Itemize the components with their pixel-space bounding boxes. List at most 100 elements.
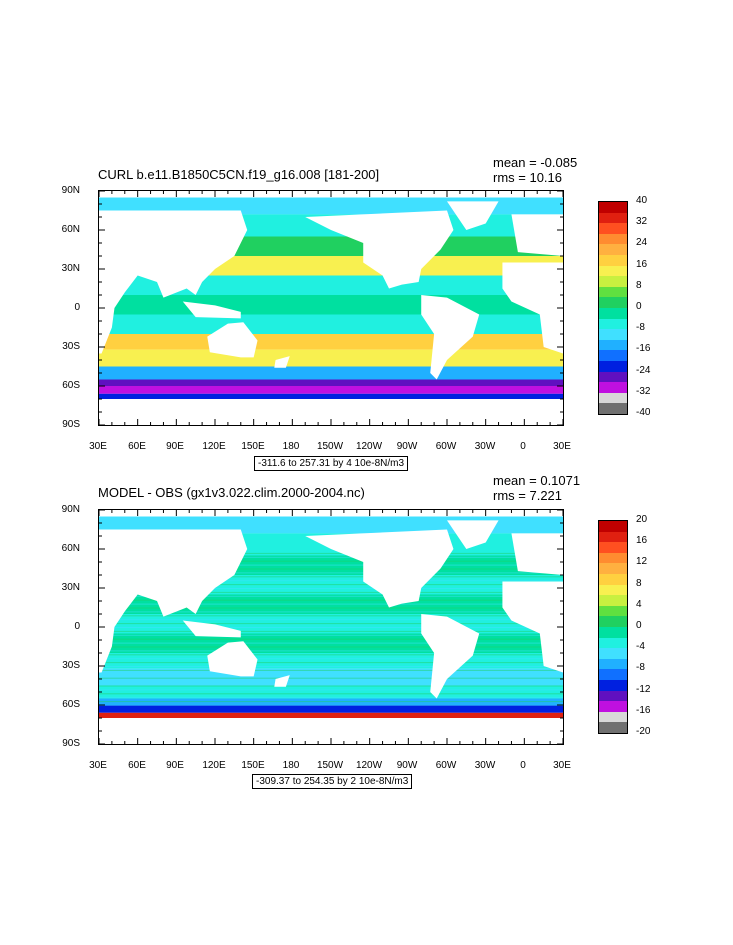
lon-label: 150W [316, 760, 344, 771]
ocean-field-stripe [99, 599, 563, 601]
ocean-field-stripe [99, 568, 563, 570]
landmass [99, 210, 248, 354]
lat-label: 30N [61, 582, 80, 593]
ocean-field-band [99, 366, 563, 380]
ocean-field-stripe [99, 658, 563, 660]
ocean-field-band [99, 516, 563, 534]
landmass [182, 301, 241, 319]
ocean-field-band [99, 386, 563, 394]
ocean-field-stripe [99, 615, 563, 617]
ocean-field-stripe [99, 595, 563, 597]
lon-label: 30W [474, 441, 496, 452]
ocean-field-stripe [99, 564, 563, 566]
colorbar-label: -24 [636, 364, 651, 376]
colorbar-label: -8 [636, 662, 645, 674]
lat-label: 60N [61, 224, 80, 235]
ocean-field-stripe [99, 689, 563, 691]
colorbar-label: 0 [636, 301, 642, 312]
colorbar-swatch [599, 392, 627, 404]
landmass [182, 620, 241, 638]
lat-label: 90S [62, 419, 80, 430]
ocean-field-stripe [99, 607, 563, 609]
colorbar-swatch [599, 223, 627, 235]
ocean-field-stripe [99, 662, 563, 664]
mean-value: mean = 0.1071 [493, 473, 581, 488]
axis-ticks [99, 191, 563, 425]
map-title: CURL b.e11.B1850C5CN.f19_g16.008 [181-20… [98, 167, 380, 182]
colorbar-swatch [599, 595, 627, 607]
ocean-field-stripe [99, 627, 563, 628]
ocean-field-stripe [99, 705, 563, 706]
ocean-field-stripe [99, 580, 563, 582]
colorbar-swatch [599, 361, 627, 373]
lon-label: 30E [89, 760, 107, 771]
colorbar-swatch [599, 701, 627, 713]
ocean-curl-map [98, 190, 564, 426]
ocean-field-band [99, 393, 563, 399]
ocean-field-stripe [99, 697, 563, 699]
colorbar-swatch [599, 233, 627, 245]
colorbar-swatch [599, 276, 627, 288]
colorbar-swatch [599, 637, 627, 649]
colorbar-swatch [599, 531, 627, 543]
colorbar-swatch [599, 722, 627, 734]
ocean-field-stripe [99, 630, 563, 632]
colorbar-swatch [599, 318, 627, 330]
ocean-field-band [99, 379, 563, 386]
colorbar-label: -32 [636, 385, 651, 397]
colorbar-label: 8 [636, 279, 642, 291]
ocean-field-band [99, 705, 563, 713]
lat-label: 30N [61, 263, 80, 274]
landmass [502, 262, 563, 354]
ocean-field-stripe [99, 556, 563, 558]
ocean-field-band [99, 275, 563, 295]
colorbar-swatch [599, 255, 627, 267]
lon-label: 180 [282, 760, 300, 771]
landmass [207, 641, 258, 677]
lat-label: 30S [62, 341, 80, 352]
color-legend [598, 520, 628, 734]
lon-label: 120W [355, 760, 383, 771]
lon-label: 30W [474, 760, 496, 771]
colorbar-swatch [599, 669, 627, 681]
color-legend [598, 201, 628, 415]
ocean-field-band [99, 712, 563, 718]
colorbar-label: -20 [636, 726, 651, 737]
lon-label: 60E [128, 760, 146, 771]
ocean-field-stripe [99, 650, 563, 652]
lat-label: 90N [61, 185, 80, 196]
colorbar-swatch [599, 339, 627, 351]
colorbar-swatch [599, 605, 627, 617]
landmass [511, 214, 563, 256]
landmass [421, 614, 480, 699]
colorbar-swatch [599, 286, 627, 298]
ocean-field-stripe [99, 588, 563, 589]
colorbar-swatch [599, 711, 627, 723]
lat-label: 0 [74, 302, 80, 313]
colorbar-label: 24 [636, 237, 648, 249]
lon-label: 90E [166, 760, 184, 771]
lat-label: 90S [62, 738, 80, 749]
colorbar-label: 16 [636, 535, 648, 547]
ocean-field-stripe [99, 591, 563, 593]
colorbar-label: 8 [636, 577, 642, 589]
lon-label: 120E [202, 441, 226, 452]
mean-value: mean = -0.085 [493, 155, 578, 170]
contour-range-label: -309.37 to 254.35 by 2 10e-8N/m3 [252, 774, 413, 789]
lat-label: 60S [62, 380, 80, 391]
colorbar-swatch [599, 658, 627, 670]
axis-ticks [99, 510, 563, 744]
landmass [502, 581, 563, 673]
colorbar-label: 12 [636, 556, 648, 568]
colorbar-label: -16 [636, 704, 651, 716]
lon-label: 90W [396, 441, 418, 452]
colorbar-label: 0 [636, 620, 642, 631]
lon-label: 90E [166, 441, 184, 452]
lon-label: 150E [241, 760, 265, 771]
colorbar-swatch [599, 308, 627, 320]
ocean-field-band [99, 685, 563, 699]
lon-label: 120W [355, 441, 383, 452]
colorbar-swatch [599, 403, 627, 415]
colorbar-swatch [599, 690, 627, 702]
